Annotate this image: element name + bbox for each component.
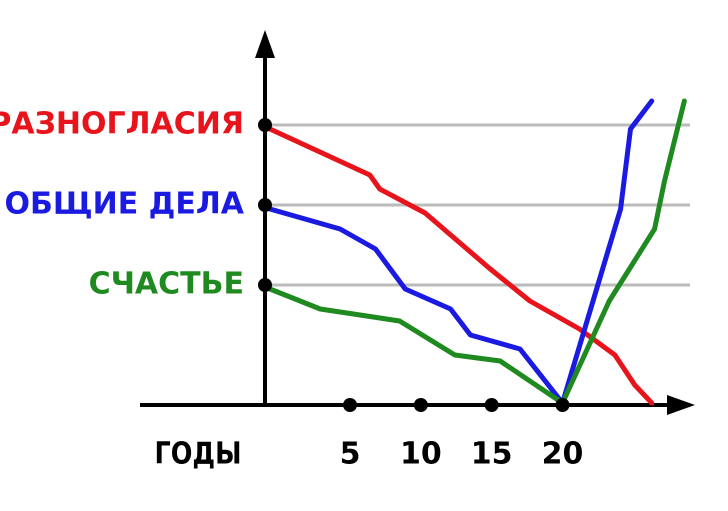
y-tick-label: РАЗНОГЛАСИЯ (0, 107, 244, 142)
x-axis-arrow (667, 395, 695, 415)
x-tick-dot (343, 398, 357, 412)
x-axis-label: ГОДЫ (154, 436, 241, 472)
y-tick-label: СЧАСТЬЕ (89, 267, 244, 302)
x-tick-label: 5 (340, 437, 361, 472)
line-series (267, 126, 655, 406)
x-tick-dot (413, 398, 428, 412)
x-tick-label: 15 (471, 437, 513, 472)
y-tick-dot (258, 198, 272, 212)
x-tick-dot (484, 398, 499, 412)
x-tick-label: 20 (542, 437, 584, 472)
y-tick-dot (258, 278, 272, 292)
y-axis-arrow (255, 30, 275, 58)
x-tick-dot (555, 398, 570, 412)
line-series (267, 98, 655, 406)
line-series (267, 98, 687, 406)
y-tick-label: ОБЩИЕ ДЕЛА (4, 187, 244, 222)
y-tick-dot (258, 118, 272, 132)
x-tick-label: 10 (400, 437, 442, 472)
